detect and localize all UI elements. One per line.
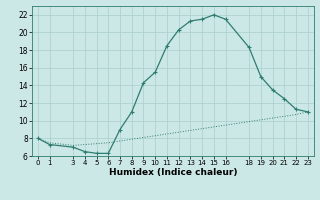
X-axis label: Humidex (Indice chaleur): Humidex (Indice chaleur) xyxy=(108,168,237,177)
